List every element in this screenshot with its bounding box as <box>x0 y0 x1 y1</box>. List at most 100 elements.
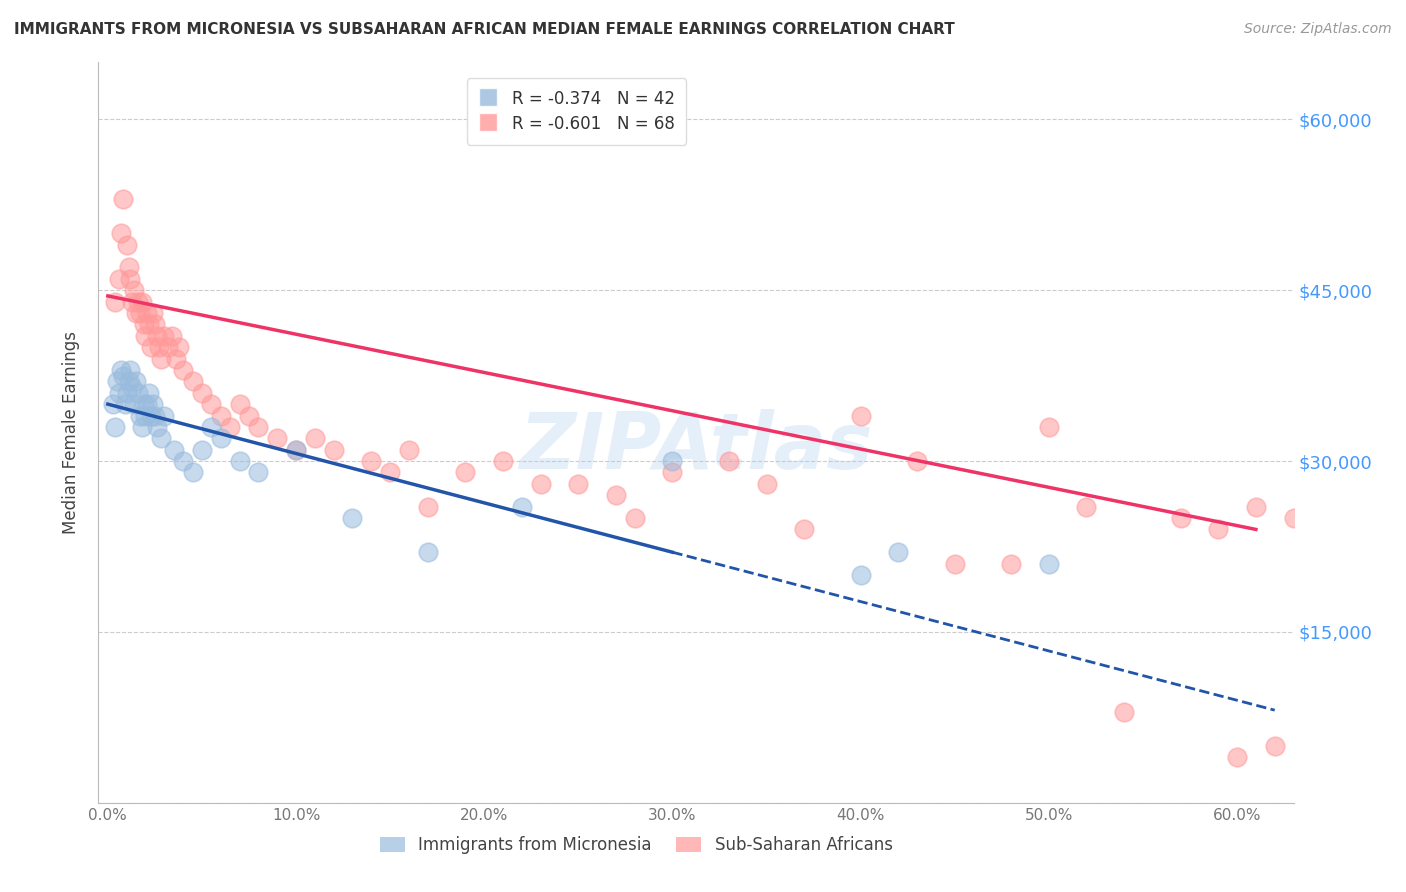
Point <box>181 466 204 480</box>
Point <box>849 568 872 582</box>
Point <box>134 328 156 343</box>
Point <box>247 466 270 480</box>
Point <box>138 318 160 332</box>
Point <box>209 431 232 445</box>
Point <box>172 454 194 468</box>
Point <box>200 420 222 434</box>
Point <box>943 557 966 571</box>
Point <box>121 380 143 394</box>
Point <box>285 442 308 457</box>
Point <box>247 420 270 434</box>
Point <box>120 363 142 377</box>
Point <box>131 294 153 309</box>
Point <box>163 442 186 457</box>
Point <box>1076 500 1098 514</box>
Point <box>322 442 344 457</box>
Point <box>110 227 132 241</box>
Point <box>191 385 214 400</box>
Point <box>117 260 139 275</box>
Point <box>125 306 148 320</box>
Point <box>131 420 153 434</box>
Point <box>849 409 872 423</box>
Point <box>492 454 515 468</box>
Point <box>122 283 145 297</box>
Point <box>104 420 127 434</box>
Point <box>1038 420 1060 434</box>
Point <box>114 397 136 411</box>
Point <box>1038 557 1060 571</box>
Point <box>661 466 683 480</box>
Point <box>661 454 683 468</box>
Point <box>143 409 166 423</box>
Point <box>510 500 533 514</box>
Point <box>121 294 143 309</box>
Point <box>530 476 553 491</box>
Point <box>115 385 138 400</box>
Point <box>200 397 222 411</box>
Point <box>1206 523 1229 537</box>
Point <box>1226 750 1249 764</box>
Point <box>128 409 150 423</box>
Point <box>142 306 165 320</box>
Point <box>1170 511 1192 525</box>
Point <box>605 488 627 502</box>
Point <box>139 340 162 354</box>
Point <box>157 340 180 354</box>
Point <box>238 409 260 423</box>
Point <box>378 466 401 480</box>
Point <box>360 454 382 468</box>
Point <box>148 340 170 354</box>
Point <box>111 192 134 206</box>
Point <box>138 385 160 400</box>
Point <box>108 385 131 400</box>
Point <box>125 375 148 389</box>
Point <box>103 397 125 411</box>
Point <box>120 272 142 286</box>
Point <box>342 511 364 525</box>
Point <box>104 294 127 309</box>
Point <box>127 294 149 309</box>
Point <box>905 454 928 468</box>
Point <box>139 409 162 423</box>
Point <box>1264 739 1286 753</box>
Point <box>134 409 156 423</box>
Point <box>145 328 167 343</box>
Point <box>153 409 176 423</box>
Point <box>191 442 214 457</box>
Point <box>111 368 134 383</box>
Legend: Immigrants from Micronesia, Sub-Saharan Africans: Immigrants from Micronesia, Sub-Saharan … <box>373 830 900 861</box>
Point <box>149 431 172 445</box>
Point <box>105 375 128 389</box>
Point <box>110 363 132 377</box>
Point <box>454 466 477 480</box>
Y-axis label: Median Female Earnings: Median Female Earnings <box>62 331 80 534</box>
Point <box>266 431 288 445</box>
Point <box>160 328 183 343</box>
Point <box>115 237 138 252</box>
Point <box>209 409 232 423</box>
Point <box>228 397 250 411</box>
Point <box>887 545 910 559</box>
Point <box>153 328 176 343</box>
Point <box>416 545 439 559</box>
Point <box>149 351 172 366</box>
Point <box>717 454 740 468</box>
Point <box>1244 500 1267 514</box>
Point <box>1282 511 1305 525</box>
Point <box>136 306 159 320</box>
Point <box>132 397 155 411</box>
Point <box>416 500 439 514</box>
Point <box>285 442 308 457</box>
Text: IMMIGRANTS FROM MICRONESIA VS SUBSAHARAN AFRICAN MEDIAN FEMALE EARNINGS CORRELAT: IMMIGRANTS FROM MICRONESIA VS SUBSAHARAN… <box>14 22 955 37</box>
Point <box>623 511 645 525</box>
Point <box>793 523 815 537</box>
Point <box>1000 557 1022 571</box>
Point <box>122 397 145 411</box>
Point <box>108 272 131 286</box>
Point <box>165 351 187 366</box>
Point <box>228 454 250 468</box>
Point <box>567 476 589 491</box>
Point <box>117 375 139 389</box>
Point <box>143 318 166 332</box>
Point <box>1114 705 1136 719</box>
